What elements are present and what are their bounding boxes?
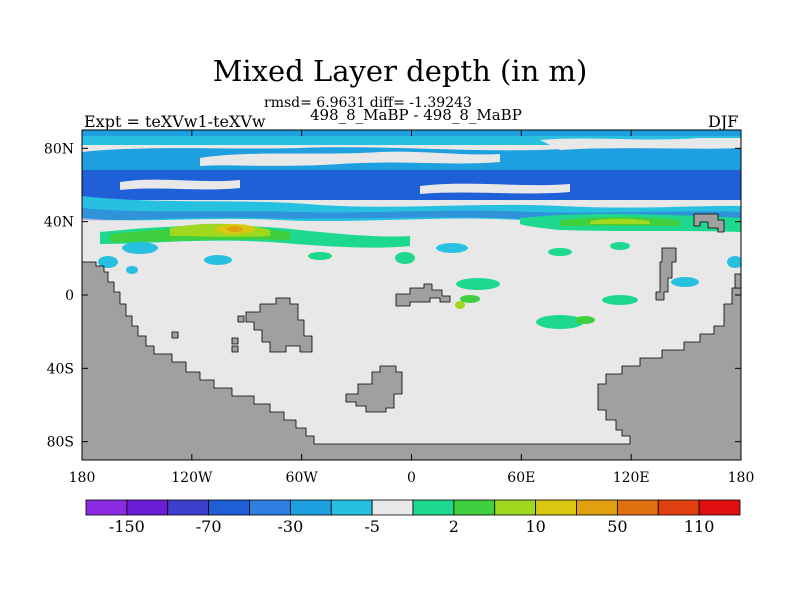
chart-title: Mixed Layer depth (in m) (212, 54, 588, 88)
land-islet-1 (231, 337, 239, 345)
colorbar-box (494, 499, 537, 516)
colorbar-box (85, 499, 128, 516)
colorbar-label: -70 (196, 517, 222, 536)
blob-7 (610, 242, 630, 250)
colorbar-label: 2 (449, 517, 459, 536)
land-eastern-strip (655, 247, 677, 301)
axis-ticks (81, 130, 742, 460)
land-masses (81, 213, 742, 461)
blob-16 (98, 256, 118, 268)
colorbar-box (657, 499, 700, 516)
x-tick-label: 180 (69, 470, 96, 486)
y-tick-label: 40S (47, 361, 74, 377)
blob-1 (122, 242, 158, 254)
positive-core-orange (227, 226, 243, 232)
rmsd-diff-text: rmsd= 6.9631 diff= -1.39243 (264, 95, 472, 111)
blob-8 (456, 278, 500, 290)
blob-10 (455, 301, 465, 309)
blob-6 (548, 248, 572, 256)
land-west-continent (81, 261, 742, 461)
blob-9 (460, 295, 480, 303)
colorbar-label: 10 (525, 517, 545, 536)
colorbar-box (616, 499, 659, 516)
colorbar-box (535, 499, 577, 516)
blob-11 (536, 315, 584, 329)
neutral-streak-2 (540, 138, 741, 150)
x-tick-label: 60E (507, 470, 535, 486)
neutral-streak-4 (420, 183, 570, 194)
y-tick-label: 80N (44, 141, 74, 157)
blob-12 (575, 316, 595, 324)
colorbar-box (249, 499, 291, 516)
colorbar-box (167, 499, 210, 516)
y-tick-label: 80S (47, 435, 74, 451)
colorbar-box (453, 499, 496, 516)
colorbar-box (576, 499, 618, 516)
land-central-continent (245, 297, 313, 353)
colorbar-box (208, 499, 250, 516)
colorbar-labels: -150 -70 -30 -5 2 10 50 110 (109, 517, 715, 536)
colorbar-box (371, 499, 414, 516)
blob-15 (727, 256, 741, 268)
blob-4 (395, 252, 415, 264)
positive-band-east-yellow (590, 218, 650, 224)
land-equatorial-landmass (395, 283, 451, 307)
experiment-label: Expt = teXVw1-teXVw (84, 112, 266, 131)
blob-14 (671, 277, 699, 287)
colorbar-box (289, 499, 332, 516)
x-tick-label: 60W (286, 470, 319, 486)
colorbar-label: -5 (364, 517, 380, 536)
field-band-arctic (82, 136, 741, 145)
neutral-streak-1 (200, 151, 500, 166)
x-tick-label: 180 (728, 470, 755, 486)
colorbar-box (126, 499, 169, 516)
colorbar-label: 110 (684, 517, 715, 536)
land-islet-4 (237, 315, 245, 323)
colorbar-box (698, 499, 741, 516)
y-tick-label: 0 (65, 288, 74, 304)
colorbar-label: 50 (607, 517, 627, 536)
land-islet-3 (171, 331, 179, 339)
colorbar-box (330, 499, 373, 516)
land-ne-pocket (734, 273, 742, 289)
neutral-streak-3 (120, 179, 240, 190)
land-islet-2 (231, 345, 239, 353)
chart-subtitle: 498_8_MaBP - 498_8_MaBP (310, 106, 522, 124)
land-northeast-landmass (693, 213, 725, 233)
colorbar (85, 499, 741, 516)
colorbar-label: -150 (109, 517, 145, 536)
blob-13 (602, 295, 638, 305)
land-southern-landmass (345, 365, 403, 413)
blob-2 (204, 255, 232, 265)
colorbar-box (412, 499, 455, 516)
season-label: DJF (708, 112, 739, 131)
x-tick-label: 120E (613, 470, 650, 486)
blob-3 (308, 252, 332, 260)
x-tick-label: 0 (407, 470, 416, 486)
x-tick-label: 120W (171, 470, 213, 486)
colorbar-label: -30 (277, 517, 303, 536)
y-tick-label: 40N (44, 215, 74, 231)
blob-5 (436, 243, 468, 253)
blob-17 (126, 266, 138, 274)
axis-labels: 180 120W 60W 0 60E 120E 180 80N 40N 0 40S 80S (44, 141, 754, 486)
